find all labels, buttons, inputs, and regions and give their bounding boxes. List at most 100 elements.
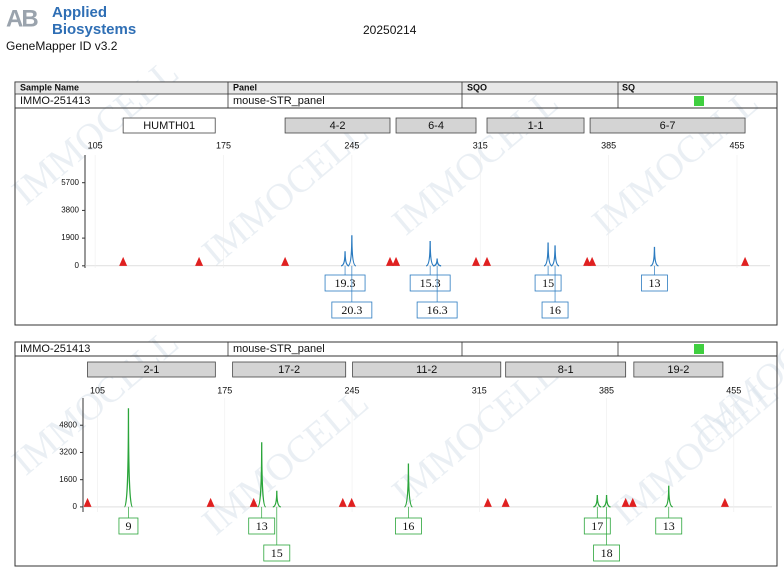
peak	[257, 442, 267, 508]
peak	[433, 258, 442, 267]
allele-box	[416, 301, 458, 319]
allele-label: 16.3	[427, 303, 448, 317]
logo-mark: AB	[6, 5, 38, 32]
bin-label: 6-7	[660, 120, 676, 132]
y-tick-label: 0	[73, 502, 78, 511]
date: 20250214	[363, 23, 417, 37]
size-standard-peak	[588, 256, 597, 266]
size-standard-peak	[621, 497, 630, 507]
table-header-cell: Panel	[233, 82, 257, 92]
x-tick-label: 105	[88, 140, 103, 150]
bin-label: 1-1	[528, 120, 544, 132]
allele-label: 15	[271, 546, 283, 560]
allele-label: 20.3	[341, 303, 362, 317]
size-standard-peak	[281, 256, 290, 266]
allele-label: 9	[125, 519, 131, 533]
allele-box	[534, 274, 562, 292]
x-tick-label: 455	[729, 140, 744, 150]
size-standard-peak	[628, 497, 637, 507]
size-standard-peak	[483, 256, 492, 266]
x-tick-label: 315	[472, 385, 487, 395]
allele-box	[409, 274, 451, 292]
bin	[505, 361, 627, 378]
allele-label: 16	[402, 519, 414, 533]
allele-label: 13	[648, 276, 660, 290]
bin	[232, 361, 347, 378]
bin-label: 11-2	[416, 364, 437, 376]
table-header-cell: SQO	[467, 82, 487, 92]
size-standard-peak	[206, 497, 215, 507]
y-tick-label: 0	[75, 261, 80, 270]
size-standard-peak	[392, 256, 401, 266]
bin	[395, 117, 477, 134]
y-tick-label: 4800	[59, 420, 77, 429]
allele-label: 15	[542, 276, 554, 290]
allele-box	[324, 274, 366, 292]
x-tick-label: 385	[599, 385, 614, 395]
allele-box	[593, 544, 620, 562]
size-standard-peak	[483, 497, 492, 507]
allele-box	[263, 544, 291, 562]
panel-name: mouse-STR_panel	[233, 343, 325, 355]
bin-label: 2-1	[143, 364, 159, 376]
peak	[543, 242, 553, 267]
x-tick-label: 385	[601, 140, 616, 150]
status-indicator	[694, 344, 704, 354]
size-standard-peak	[83, 497, 92, 507]
size-standard-peak	[720, 497, 729, 507]
panel-name: mouse-STR_panel	[233, 95, 325, 107]
software: GeneMapper ID v3.2	[6, 39, 118, 53]
allele-box	[118, 517, 139, 535]
allele-label: 19.3	[335, 276, 356, 290]
allele-label: 13	[256, 519, 268, 533]
y-tick-label: 3200	[59, 448, 77, 457]
size-standard-peak	[338, 497, 347, 507]
x-tick-label: 245	[344, 140, 359, 150]
size-standard-peak	[195, 256, 204, 266]
size-standard-peak	[249, 497, 258, 507]
bin	[284, 117, 391, 134]
size-standard-peak	[741, 256, 750, 266]
bin	[352, 361, 502, 378]
x-tick-label: 175	[217, 385, 232, 395]
status-indicator	[694, 96, 704, 106]
size-standard-peak	[501, 497, 510, 507]
logo-line: Applied	[52, 4, 107, 21]
allele-box	[641, 274, 668, 292]
allele-label: 13	[663, 519, 675, 533]
bin-label: 8-1	[558, 364, 574, 376]
peak	[650, 246, 659, 267]
table-header-cell: Sample Name	[20, 82, 79, 92]
bin-label: HUMTH01	[143, 120, 195, 132]
bin-label: 4-2	[330, 120, 346, 132]
allele-label: 18	[601, 546, 613, 560]
x-tick-label: 455	[726, 385, 741, 395]
allele-box	[541, 301, 569, 319]
y-tick-label: 1600	[59, 475, 77, 484]
sample-name: IMMO-251413	[20, 343, 90, 355]
allele-label: 17	[591, 519, 603, 533]
y-tick-label: 1900	[61, 233, 79, 242]
bin	[87, 361, 216, 378]
peak	[340, 251, 350, 267]
size-standard-peak	[472, 256, 481, 266]
watermark: IMMOCELL	[584, 81, 766, 243]
bin	[589, 117, 746, 134]
allele-box	[331, 301, 373, 319]
peak	[664, 485, 673, 508]
panel-frame	[14, 341, 778, 567]
allele-box	[248, 517, 276, 535]
x-tick-label: 105	[90, 385, 105, 395]
bin-label: 6-4	[428, 120, 444, 132]
table-header	[14, 81, 778, 95]
watermark: IMMOCELL	[194, 111, 376, 273]
watermark: IMMOCELL	[194, 381, 376, 543]
allele-label: 16	[549, 303, 561, 317]
size-standard-peak	[119, 256, 128, 266]
size-standard-peak	[347, 497, 356, 507]
size-standard-peak	[385, 256, 394, 266]
logo-line: Biosystems	[52, 21, 136, 38]
bin-label: 17-2	[278, 364, 300, 376]
